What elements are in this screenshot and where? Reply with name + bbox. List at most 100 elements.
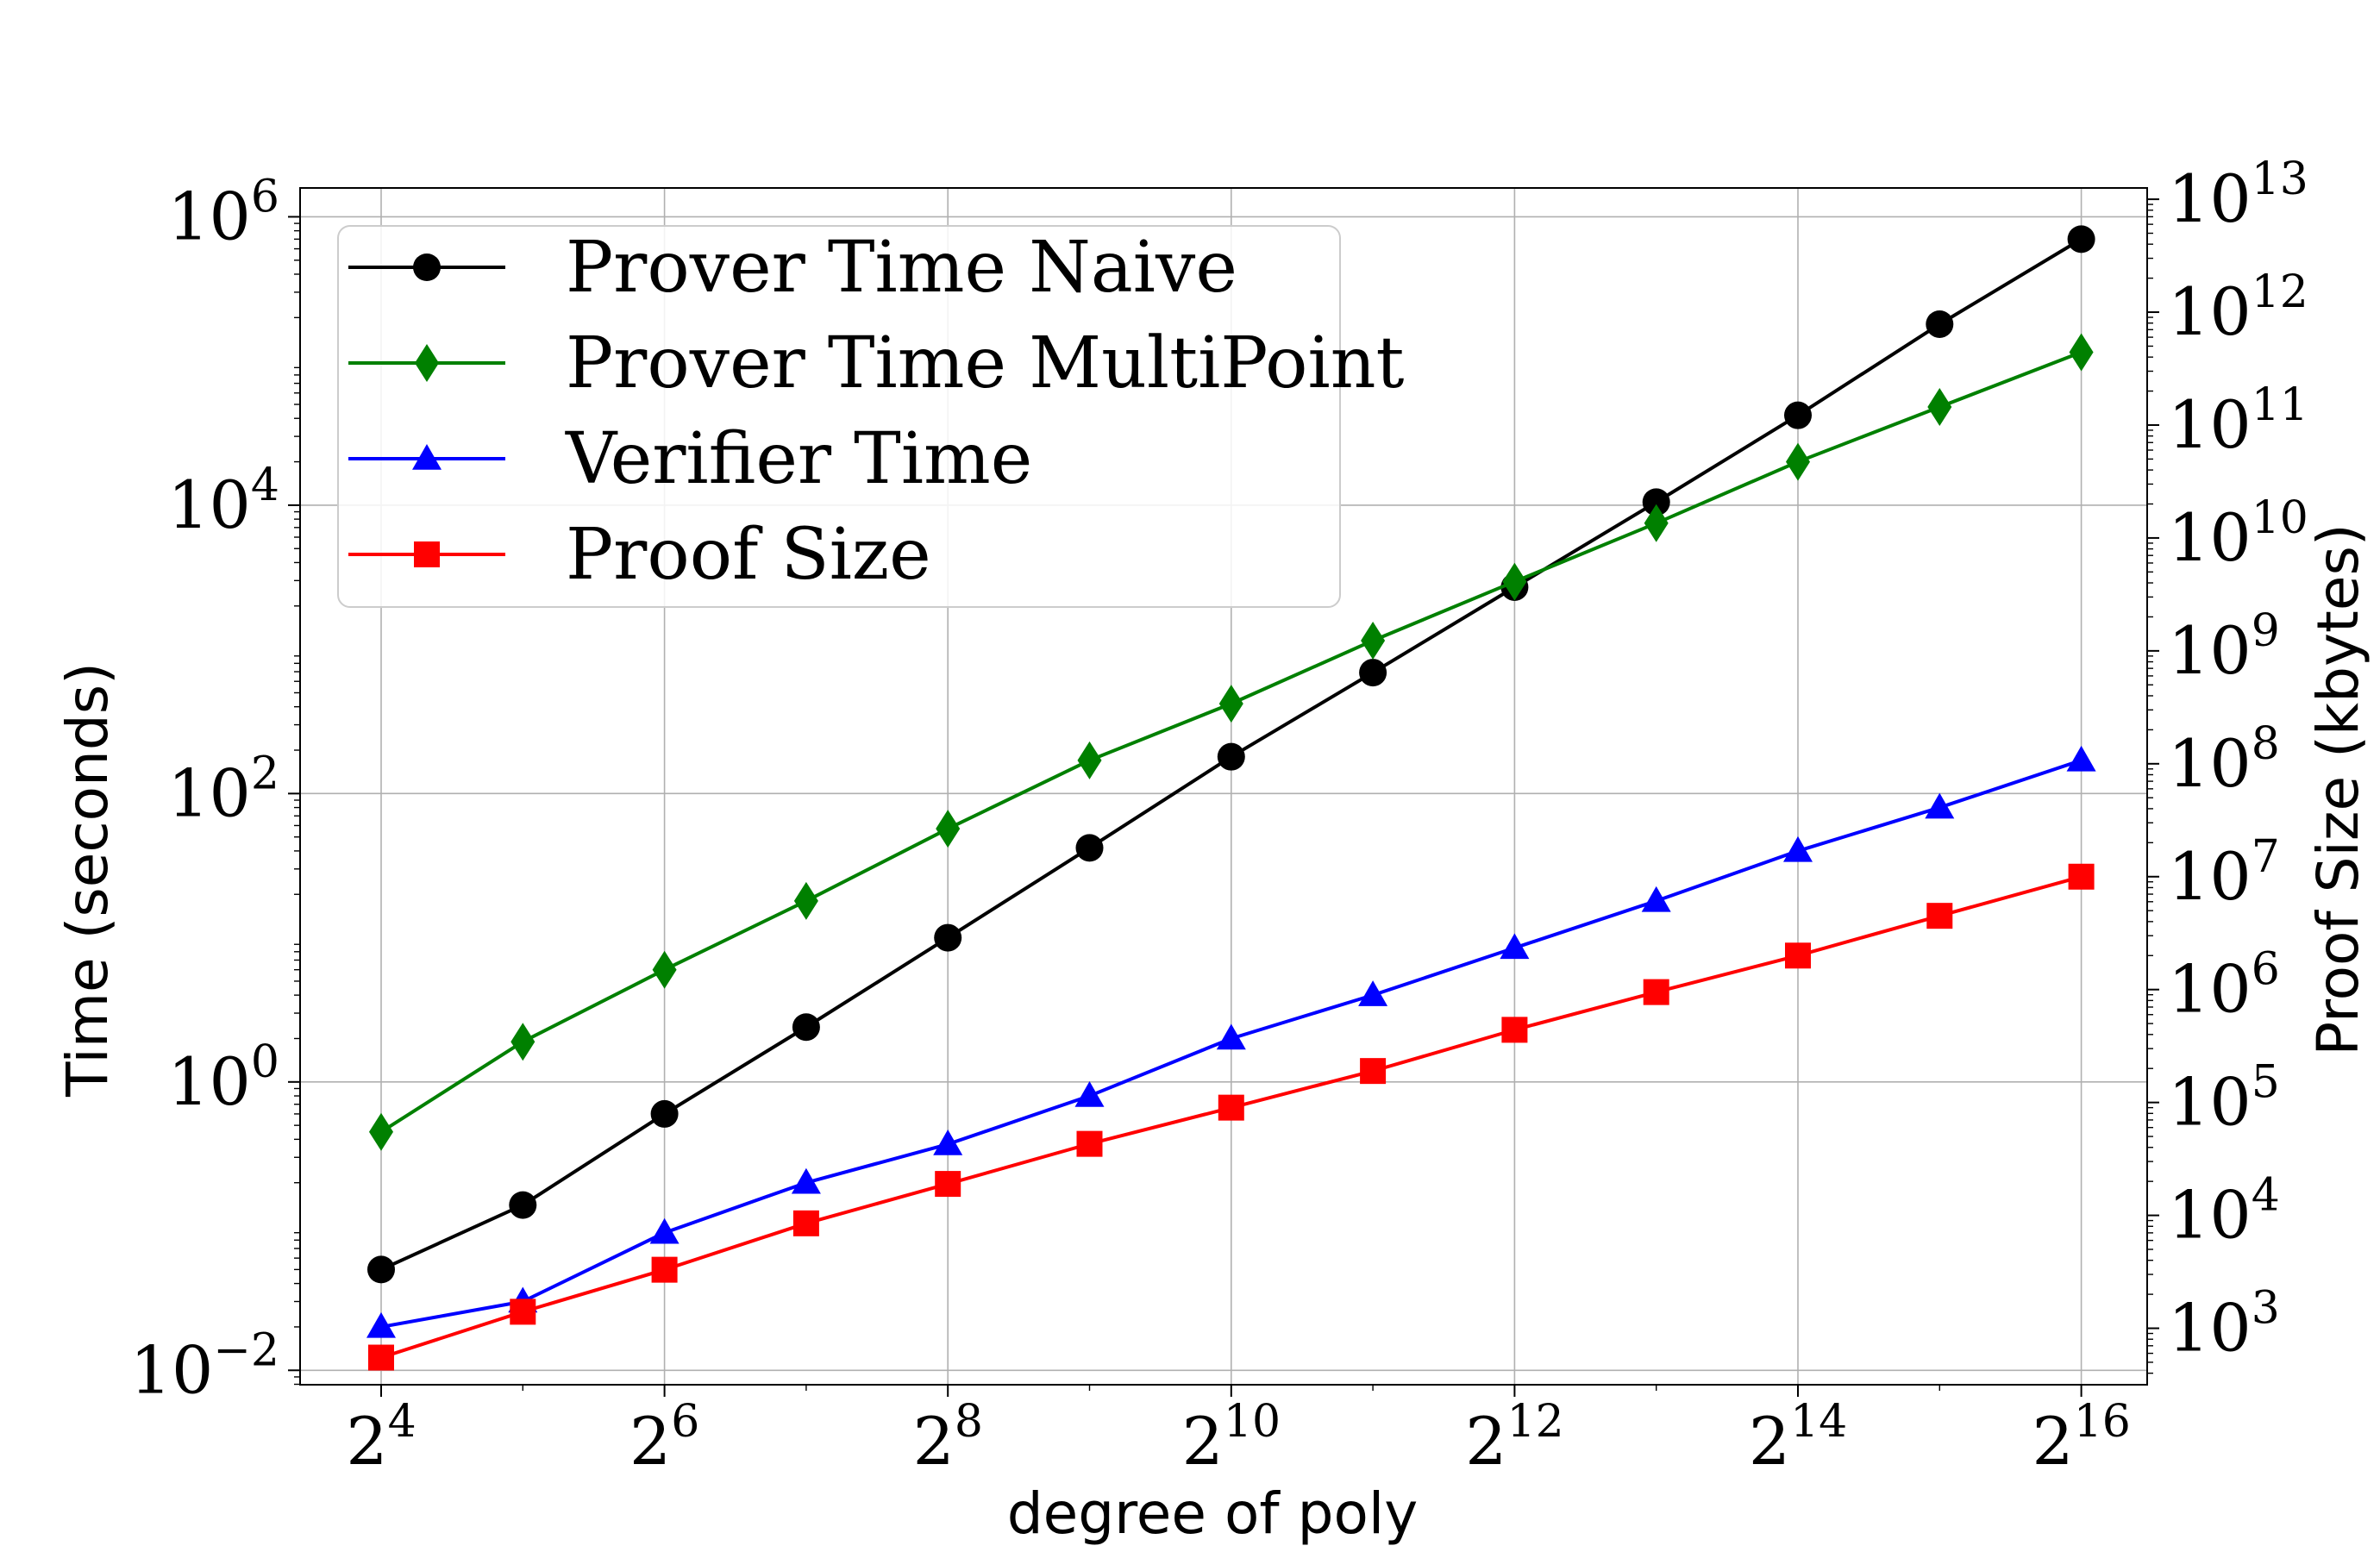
y-right-tick-label: 1013 — [2168, 153, 2308, 237]
y-right-tick-label-base: 10 — [2168, 160, 2252, 237]
data-point — [1502, 562, 1527, 601]
x-tick-label-exp: 4 — [388, 1396, 416, 1448]
data-point — [792, 1210, 819, 1236]
data-point — [1358, 980, 1388, 1006]
y-right-tick-label-base: 10 — [2168, 612, 2252, 689]
y-left-tick-label: 102 — [167, 748, 279, 831]
y-left-tick-label-base: 10 — [167, 466, 251, 543]
legend-label: Proof Size — [566, 514, 931, 596]
x-tick-label: 24 — [346, 1396, 416, 1480]
x-tick-label: 216 — [2032, 1396, 2131, 1480]
y-right-tick-label: 106 — [2168, 944, 2280, 1028]
data-point — [1926, 310, 1954, 338]
y-right-tick-label: 107 — [2168, 831, 2280, 915]
y-right-tick-label: 109 — [2168, 605, 2280, 689]
x-tick-labels: 24 26 28 210 212 214 216 — [346, 1396, 2131, 1480]
y-right-tick-label: 108 — [2168, 718, 2280, 802]
legend-marker — [414, 541, 440, 567]
y-right-tick-label: 103 — [2168, 1283, 2280, 1367]
y-right-tick-label: 104 — [2168, 1170, 2280, 1254]
legend-marker — [412, 444, 442, 470]
y-left-tick-label: 106 — [167, 171, 279, 254]
x-tick-label: 214 — [1749, 1396, 1848, 1480]
y-axis-label-right: Proof Size (kbytes) — [2305, 523, 2371, 1055]
y-right-tick-label-base: 10 — [2168, 273, 2252, 350]
y-left-tick-label: 104 — [167, 460, 279, 543]
y-right-tick-label-exp: 10 — [2252, 492, 2308, 544]
y-right-tick-label-base: 10 — [2168, 1064, 2252, 1141]
x-tick-label-base: 2 — [1182, 1403, 1224, 1480]
data-point — [650, 1099, 679, 1128]
x-tick-label-base: 2 — [912, 1403, 954, 1480]
data-point — [510, 1299, 536, 1325]
data-point — [509, 1191, 537, 1219]
y-right-tick-label: 1011 — [2168, 379, 2308, 463]
data-point — [1218, 1094, 1244, 1121]
data-point — [1786, 442, 1810, 481]
x-axis-label: degree of poly — [1007, 1480, 1419, 1547]
x-tick-label-exp: 10 — [1224, 1396, 1281, 1448]
legend-entry: Prover Time MultiPoint — [348, 322, 1405, 404]
data-point — [1360, 1058, 1387, 1085]
x-tick-label-exp: 16 — [2074, 1396, 2131, 1448]
data-point — [1642, 488, 1670, 516]
y-left-tick-label-base: 10 — [167, 1043, 251, 1120]
data-point — [1361, 621, 1386, 660]
series-layer — [366, 225, 2096, 1371]
data-point — [1925, 792, 1955, 819]
data-point — [1784, 401, 1812, 429]
x-tick-label: 28 — [912, 1396, 982, 1480]
y-right-tick-label-base: 10 — [2168, 499, 2252, 576]
legend-marker — [413, 253, 441, 281]
x-tick-label: 26 — [629, 1396, 699, 1480]
data-point — [1500, 933, 1530, 960]
y-left-tick-label-exp: 2 — [251, 748, 279, 799]
data-point — [649, 1217, 680, 1244]
y-right-tick-label-base: 10 — [2168, 1177, 2252, 1254]
y-left-tick-label-base: 10 — [167, 754, 251, 831]
y-left-tick-label-exp: 0 — [251, 1036, 279, 1088]
data-point — [934, 923, 962, 952]
y-left-tick-label: 10−2 — [130, 1324, 279, 1408]
data-point — [2069, 333, 2094, 372]
y-right-tick-label-exp: 4 — [2252, 1170, 2280, 1222]
legend-entry: Proof Size — [348, 514, 931, 596]
x-tick-label: 210 — [1182, 1396, 1281, 1480]
y-right-tick-label-exp: 11 — [2252, 379, 2308, 431]
y-right-tick-label-base: 10 — [2168, 838, 2252, 915]
legend-box — [337, 225, 1341, 608]
y-right-tick-label-exp: 9 — [2252, 605, 2280, 657]
data-point — [1218, 685, 1243, 723]
data-point — [367, 1255, 395, 1284]
y-left-tick-label-base: 10 — [130, 1331, 214, 1408]
y-right-tick-label-exp: 7 — [2252, 831, 2280, 883]
legend-label: Prover Time MultiPoint — [566, 322, 1405, 404]
x-tick-label-base: 2 — [629, 1403, 671, 1480]
data-point — [793, 881, 818, 920]
x-tick-label-base: 2 — [1749, 1403, 1790, 1480]
data-point — [1076, 1130, 1103, 1157]
y-right-tick-label-exp: 5 — [2252, 1057, 2280, 1109]
y-right-tick-label-exp: 8 — [2252, 718, 2280, 770]
legend-entries: Prover Time Naive Prover Time MultiPoint V… — [348, 227, 1405, 596]
y-left-tick-label: 100 — [167, 1036, 279, 1120]
data-point — [1643, 979, 1669, 1005]
x-tick-label-base: 2 — [2032, 1403, 2073, 1480]
y-right-tick-label-base: 10 — [2168, 386, 2252, 463]
legend-marker — [415, 344, 439, 382]
x-tick-label-exp: 8 — [955, 1396, 983, 1448]
y-left-tick-label-exp: −2 — [213, 1324, 279, 1376]
data-point — [936, 810, 961, 848]
data-point — [1641, 886, 1671, 912]
data-point — [1783, 835, 1813, 862]
data-point — [1359, 659, 1387, 687]
data-point — [1217, 742, 1245, 771]
y-right-tick-label: 105 — [2168, 1057, 2280, 1141]
series-3 — [368, 863, 2095, 1371]
plot-frame — [299, 187, 2148, 1386]
data-point — [935, 1171, 961, 1198]
y-right-tick-label-base: 10 — [2168, 725, 2252, 802]
legend-entry: Prover Time Naive — [348, 227, 1237, 309]
data-point — [510, 1023, 536, 1061]
